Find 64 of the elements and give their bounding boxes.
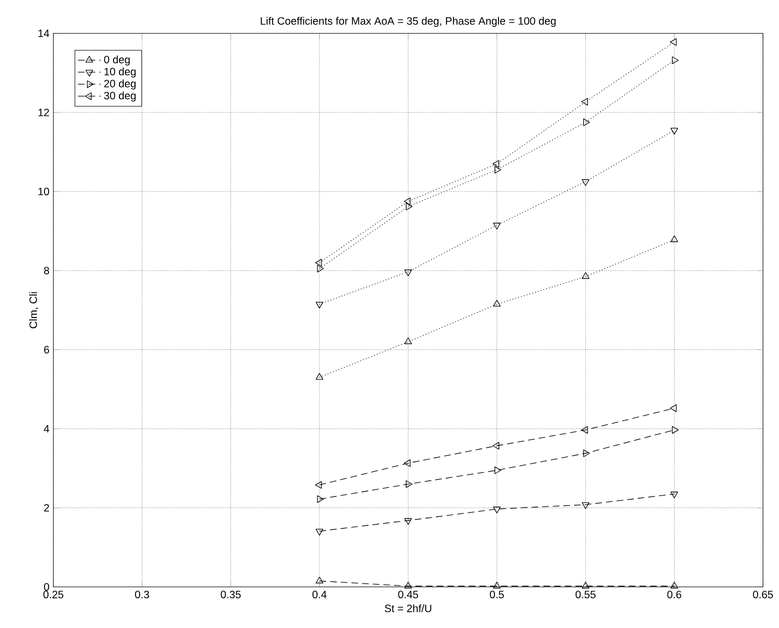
point <box>672 56 679 64</box>
point <box>315 258 322 266</box>
point <box>582 272 590 279</box>
point <box>493 582 501 588</box>
point <box>406 202 413 210</box>
legend-label: 10 deg <box>104 67 136 78</box>
point <box>582 179 590 186</box>
point <box>404 197 411 206</box>
y-tick-label: 2 <box>44 504 49 512</box>
point <box>493 506 501 514</box>
y-tick-label: 4 <box>44 424 50 432</box>
y-tick-label: 0 <box>44 583 50 591</box>
x-tick-label: 0.25 <box>43 590 64 598</box>
point <box>492 442 500 450</box>
point <box>672 426 679 434</box>
point <box>583 449 590 457</box>
point <box>670 492 678 498</box>
y-tick-label: 12 <box>38 108 49 116</box>
x-tick-label: 0.55 <box>576 590 596 598</box>
point <box>404 459 411 467</box>
point <box>670 582 678 588</box>
point <box>316 372 324 380</box>
point <box>494 466 502 474</box>
x-axis-title: St = 2hf/U <box>384 604 432 612</box>
point <box>315 480 322 489</box>
y-tick-label: 6 <box>44 346 50 354</box>
chart-title: Lift Coefficients for Max AoA = 35 deg, Phase Angle = 100 deg <box>260 16 556 27</box>
legend-label: 20 deg <box>104 79 136 90</box>
x-tick-label: 0.4 <box>312 590 327 598</box>
point <box>406 480 413 488</box>
x-tick-label: 0.45 <box>398 590 418 598</box>
point <box>316 576 324 584</box>
legend-label: 0 deg <box>104 55 130 66</box>
point <box>404 269 412 276</box>
legend-label: 30 deg <box>104 91 136 102</box>
point <box>493 300 501 306</box>
point <box>670 38 677 46</box>
point <box>316 528 324 536</box>
point <box>494 166 502 174</box>
x-tick-label: 0.5 <box>490 590 504 598</box>
point <box>582 582 590 588</box>
y-axis-title: Clm, Cli <box>29 292 38 328</box>
point <box>670 404 677 412</box>
point <box>316 302 324 308</box>
y-tick-label: 10 <box>38 188 50 196</box>
point <box>670 235 678 242</box>
x-tick-label: 0.65 <box>753 590 773 598</box>
point <box>582 502 590 509</box>
x-tick-label: 0.35 <box>220 590 241 598</box>
point <box>404 337 412 344</box>
point <box>670 128 678 134</box>
point <box>317 264 324 272</box>
x-tick-label: 0.6 <box>667 590 682 598</box>
point <box>583 118 590 126</box>
point <box>317 495 324 503</box>
point <box>492 160 500 168</box>
y-tick-label: 8 <box>44 266 50 274</box>
point <box>404 582 412 588</box>
x-tick-label: 0.3 <box>135 590 150 598</box>
point <box>581 98 588 106</box>
point <box>493 222 501 230</box>
point <box>581 426 588 434</box>
point <box>404 518 412 525</box>
y-tick-label: 14 <box>38 30 50 37</box>
